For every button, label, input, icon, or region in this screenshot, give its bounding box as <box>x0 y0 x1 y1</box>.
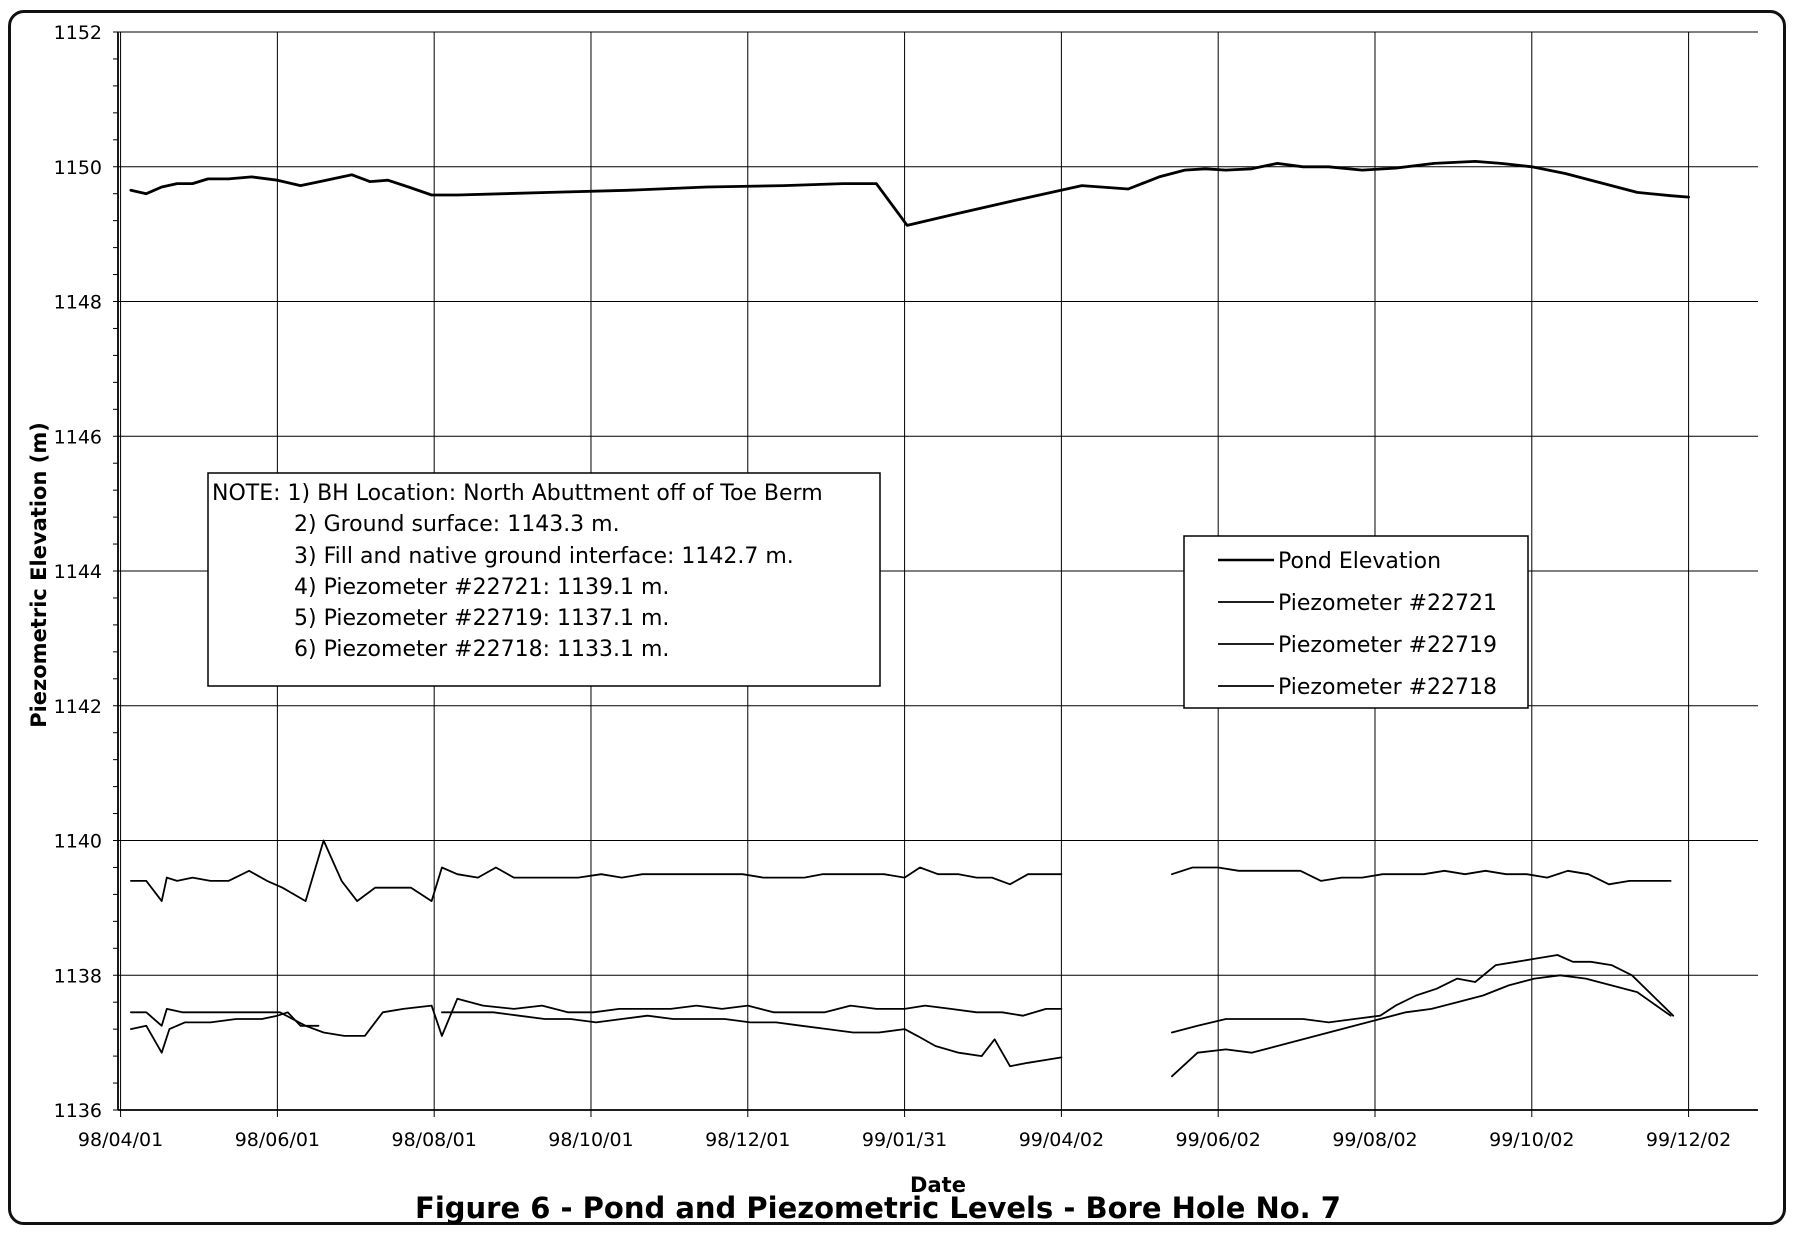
legend-label-piezometer-22719: Piezometer #22719 <box>1278 633 1497 658</box>
series-line-pond-elevation-segment-1 <box>129 159 1690 227</box>
y-tick-label-1136: 1136 <box>54 1100 102 1122</box>
note-line-5: 5) Piezometer #22719: 1137.1 m. <box>294 606 669 631</box>
series-line-piezometer-22718-segment-2 <box>440 1011 1063 1068</box>
legend-label-piezometer-22721: Piezometer #22721 <box>1278 591 1497 616</box>
x-tick-label-99-08-02: 99/08/02 <box>1332 1129 1417 1151</box>
figure-caption: Figure 6 - Pond and Piezometric Levels -… <box>415 1191 1341 1225</box>
x-tick-labels: 98/04/01 98/06/01 98/08/01 98/10/01 98/12/01… <box>78 1129 1731 1151</box>
x-tick-label-98-06-01: 98/06/01 <box>235 1129 320 1151</box>
y-tick-label-1152: 1152 <box>54 22 102 44</box>
x-tick-label-99-01-31: 99/01/31 <box>862 1129 947 1151</box>
y-tick-label-1142: 1142 <box>54 696 102 718</box>
y-tick-label-1146: 1146 <box>54 426 102 448</box>
note-line-4: 4) Piezometer #22721: 1139.1 m. <box>294 575 669 600</box>
y-tick-label-1140: 1140 <box>54 831 102 853</box>
x-tick-label-98-04-01: 98/04/01 <box>78 1129 163 1151</box>
x-tick-label-98-12-01: 98/12/01 <box>705 1129 790 1151</box>
series-line-piezometer-22719-segment-1 <box>129 997 1063 1037</box>
x-tick-label-99-10-02: 99/10/02 <box>1489 1129 1574 1151</box>
note-box: NOTE: 1) BH Location: North Abuttment of… <box>207 472 881 687</box>
note-line-1: NOTE: 1) BH Location: North Abuttment of… <box>212 481 823 506</box>
legend-border <box>1183 535 1529 709</box>
series-line-piezometer-22721-segment-1 <box>129 839 1063 902</box>
x-tick-label-98-08-01: 98/08/01 <box>392 1129 477 1151</box>
note-box-border <box>207 472 881 687</box>
x-tick-label-98-10-01: 98/10/01 <box>548 1129 633 1151</box>
axes <box>113 31 1758 1117</box>
figure-frame <box>8 10 1786 1225</box>
legend-label-piezometer-22718: Piezometer #22718 <box>1278 675 1497 700</box>
y-tick-label-1138: 1138 <box>54 965 102 987</box>
note-line-2: 2) Ground surface: 1143.3 m. <box>294 512 620 537</box>
y-tick-labels: 1136 1138 1140 1142 1144 1146 1148 1150 1152 <box>54 22 102 1122</box>
x-tick-label-99-12-02: 99/12/02 <box>1646 1129 1731 1151</box>
note-line-3: 3) Fill and native ground interface: 114… <box>294 544 794 569</box>
note-line-6: 6) Piezometer #22718: 1133.1 m. <box>294 637 669 662</box>
legend: Pond Elevation Piezometer #22721 Piezome… <box>1183 535 1529 709</box>
series-lines <box>129 159 1690 1078</box>
x-axis-title: Date <box>910 1173 966 1197</box>
x-tick-label-99-06-02: 99/06/02 <box>1176 1129 1261 1151</box>
y-axis-title: Piezometric Elevation (m) <box>27 422 51 728</box>
x-tick-label-99-04-02: 99/04/02 <box>1019 1129 1104 1151</box>
y-tick-label-1148: 1148 <box>54 292 102 314</box>
series-line-piezometer-22718-segment-1 <box>129 1011 320 1054</box>
y-tick-label-1144: 1144 <box>54 561 102 583</box>
legend-label-pond-elevation: Pond Elevation <box>1278 549 1441 574</box>
series-line-piezometer-22721-segment-2 <box>1171 866 1672 886</box>
series-line-piezometer-22719-segment-2 <box>1171 974 1672 1078</box>
series-line-piezometer-22718-segment-3 <box>1171 954 1675 1034</box>
y-tick-label-1150: 1150 <box>54 157 102 179</box>
